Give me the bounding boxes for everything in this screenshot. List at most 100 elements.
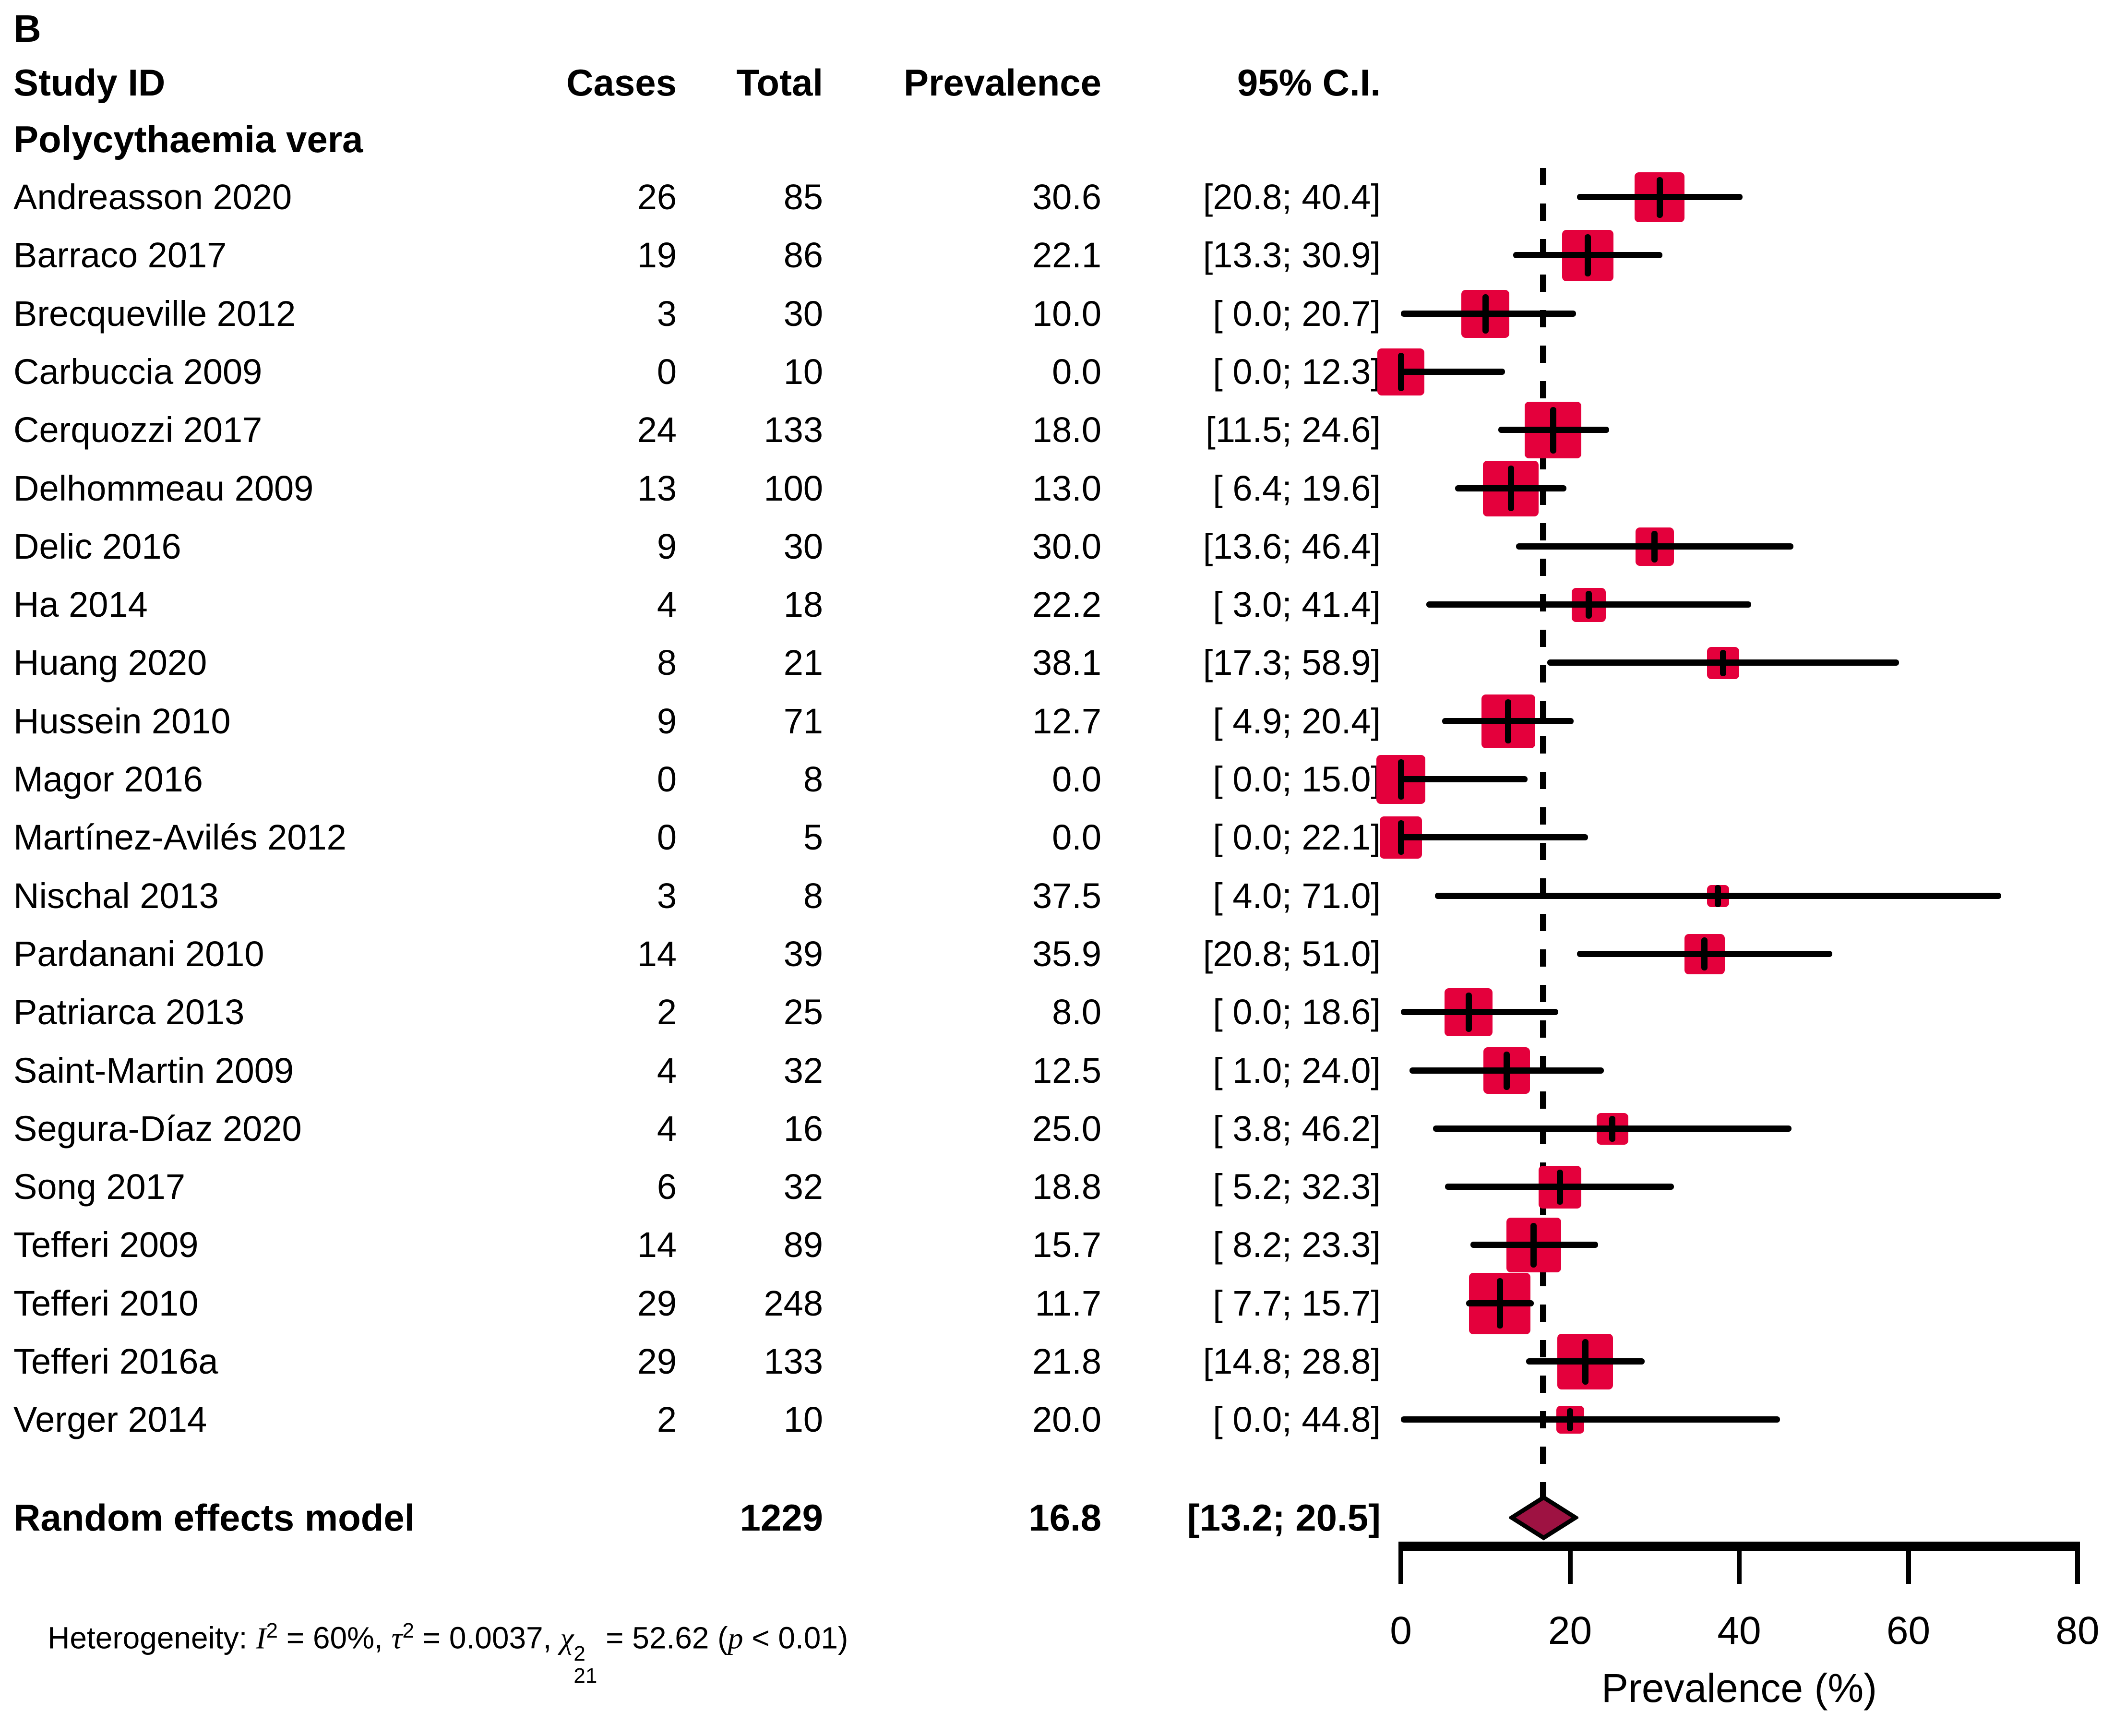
study-ci: [ 4.0; 71.0] [1213,875,1381,916]
study-prevalence: 22.2 [1032,585,1101,625]
x-axis-tick-label: 0 [1390,1609,1412,1652]
het-p-value: < 0.01) [743,1620,848,1655]
study-name: Ha 2014 [13,585,148,625]
point-estimate-tick [1720,649,1726,676]
het-chi-exp: 2 [573,1642,585,1666]
study-prevalence: 0.0 [1052,759,1101,799]
x-axis-tick-label: 40 [1717,1609,1761,1652]
study-cases: 3 [657,875,677,916]
point-estimate-tick [1556,1169,1563,1205]
x-axis-title: Prevalence (%) [1601,1665,1877,1711]
study-cases: 4 [657,1050,677,1090]
het-i-value: = 60%, [277,1620,392,1655]
het-chi-df: 21 [573,1664,597,1688]
study-cases: 9 [657,526,677,566]
study-cases: 3 [657,293,677,334]
study-prevalence: 12.5 [1032,1050,1101,1090]
study-prevalence: 22.1 [1032,235,1101,275]
het-i-symbol: I [256,1621,266,1655]
study-total: 8 [803,875,823,916]
column-header-study-id: Study ID [13,61,166,104]
study-name: Patriarca 2013 [13,992,245,1032]
het-i-exp: 2 [266,1619,278,1642]
study-cases: 0 [657,351,677,392]
study-ci: [20.8; 51.0] [1203,934,1381,974]
point-estimate-tick [1715,885,1721,907]
point-estimate-tick [1505,699,1512,743]
study-cases: 2 [657,1400,677,1440]
panel-label: B [13,7,41,50]
summary-prevalence: 16.8 [1028,1497,1101,1539]
study-name: Martínez-Avilés 2012 [13,817,346,858]
study-cases: 8 [657,643,677,683]
study-name: Segura-Díaz 2020 [13,1108,302,1149]
study-prevalence: 8.0 [1052,992,1101,1032]
study-prevalence: 25.0 [1032,1108,1101,1149]
point-estimate-tick [1465,993,1472,1032]
study-name: Carbuccia 2009 [13,351,263,392]
column-header-ci: 95% C.I. [1237,61,1381,104]
column-header-total: Total [736,61,823,104]
study-total: 5 [803,817,823,858]
point-estimate-tick [1585,234,1591,277]
study-ci: [20.8; 40.4] [1203,177,1381,217]
study-total: 10 [783,351,823,392]
study-cases: 24 [637,410,677,450]
ci-whisker-line [1401,834,1588,841]
study-prevalence: 18.8 [1032,1167,1101,1207]
study-name: Barraco 2017 [13,235,227,275]
study-total: 39 [783,934,823,974]
study-total: 133 [764,410,823,450]
point-estimate-tick [1585,591,1592,619]
study-total: 21 [783,643,823,683]
study-ci: [ 0.0; 22.1] [1213,817,1381,858]
het-p-symbol: p [728,1621,743,1655]
point-estimate-tick [1701,937,1708,971]
study-name: Nischal 2013 [13,875,219,916]
x-axis-tick-label: 80 [2055,1609,2100,1652]
study-cases: 0 [657,759,677,799]
study-prevalence: 21.8 [1032,1341,1101,1381]
study-total: 85 [783,177,823,217]
study-cases: 19 [637,235,677,275]
study-ci: [14.8; 28.8] [1203,1341,1381,1381]
point-estimate-tick [1609,1115,1616,1142]
study-cases: 0 [657,817,677,858]
study-prevalence: 30.6 [1032,177,1101,217]
study-total: 25 [783,992,823,1032]
point-estimate-tick [1530,1222,1537,1268]
study-total: 248 [764,1283,823,1323]
point-estimate-tick [1482,294,1489,334]
study-prevalence: 37.5 [1032,875,1101,916]
study-ci: [ 1.0; 24.0] [1213,1050,1381,1090]
study-name: Saint-Martin 2009 [13,1050,294,1090]
study-ci: [17.3; 58.9] [1203,643,1381,683]
het-chi-scripts: 2 21 [573,1643,597,1687]
het-tau-exp: 2 [402,1619,414,1642]
study-ci: [13.6; 46.4] [1203,526,1381,566]
study-name: Song 2017 [13,1167,186,1207]
het-prefix: Heterogeneity: [48,1620,256,1655]
diamond-shape [1508,1495,1578,1541]
study-prevalence: 11.7 [1035,1283,1101,1323]
point-estimate-tick [1503,1051,1510,1090]
point-estimate-tick [1397,820,1404,855]
study-name: Huang 2020 [13,643,207,683]
study-cases: 29 [637,1283,677,1323]
study-total: 86 [783,235,823,275]
study-prevalence: 12.7 [1032,701,1101,741]
study-name: Verger 2014 [13,1400,207,1440]
study-name: Brecqueville 2012 [13,293,296,334]
summary-total: 1229 [740,1497,823,1539]
study-total: 89 [783,1225,823,1265]
study-name: Delic 2016 [13,526,181,566]
study-ci: [ 6.4; 19.6] [1213,468,1381,508]
summary-diamond [1508,1495,1578,1541]
study-name: Tefferi 2010 [13,1283,199,1323]
study-prevalence: 0.0 [1052,817,1101,858]
study-prevalence: 30.0 [1032,526,1101,566]
study-prevalence: 38.1 [1032,643,1101,683]
point-estimate-tick [1582,1339,1589,1385]
